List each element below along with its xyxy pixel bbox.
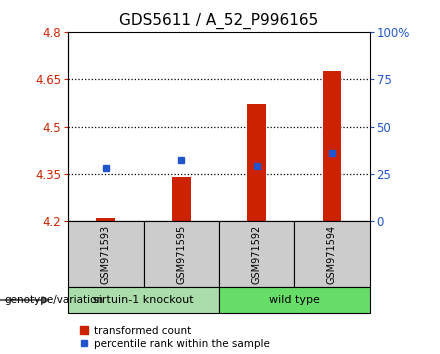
Bar bbox=[323, 71, 341, 221]
Bar bbox=[219, 221, 294, 287]
Text: GSM971593: GSM971593 bbox=[101, 224, 111, 284]
Text: GSM971592: GSM971592 bbox=[252, 224, 261, 284]
Text: GSM971594: GSM971594 bbox=[327, 224, 337, 284]
Bar bbox=[294, 221, 370, 287]
Bar bbox=[247, 104, 266, 221]
Bar bbox=[96, 218, 115, 221]
Title: GDS5611 / A_52_P996165: GDS5611 / A_52_P996165 bbox=[119, 13, 319, 29]
Legend: transformed count, percentile rank within the sample: transformed count, percentile rank withi… bbox=[80, 326, 269, 349]
Bar bbox=[68, 221, 143, 287]
Bar bbox=[143, 221, 219, 287]
Bar bbox=[219, 287, 370, 313]
Text: genotype/variation: genotype/variation bbox=[4, 295, 103, 305]
Text: sirtuin-1 knockout: sirtuin-1 knockout bbox=[93, 295, 194, 305]
Text: wild type: wild type bbox=[269, 295, 320, 305]
Bar bbox=[68, 287, 219, 313]
Text: GSM971595: GSM971595 bbox=[176, 224, 186, 284]
Bar bbox=[172, 177, 191, 221]
